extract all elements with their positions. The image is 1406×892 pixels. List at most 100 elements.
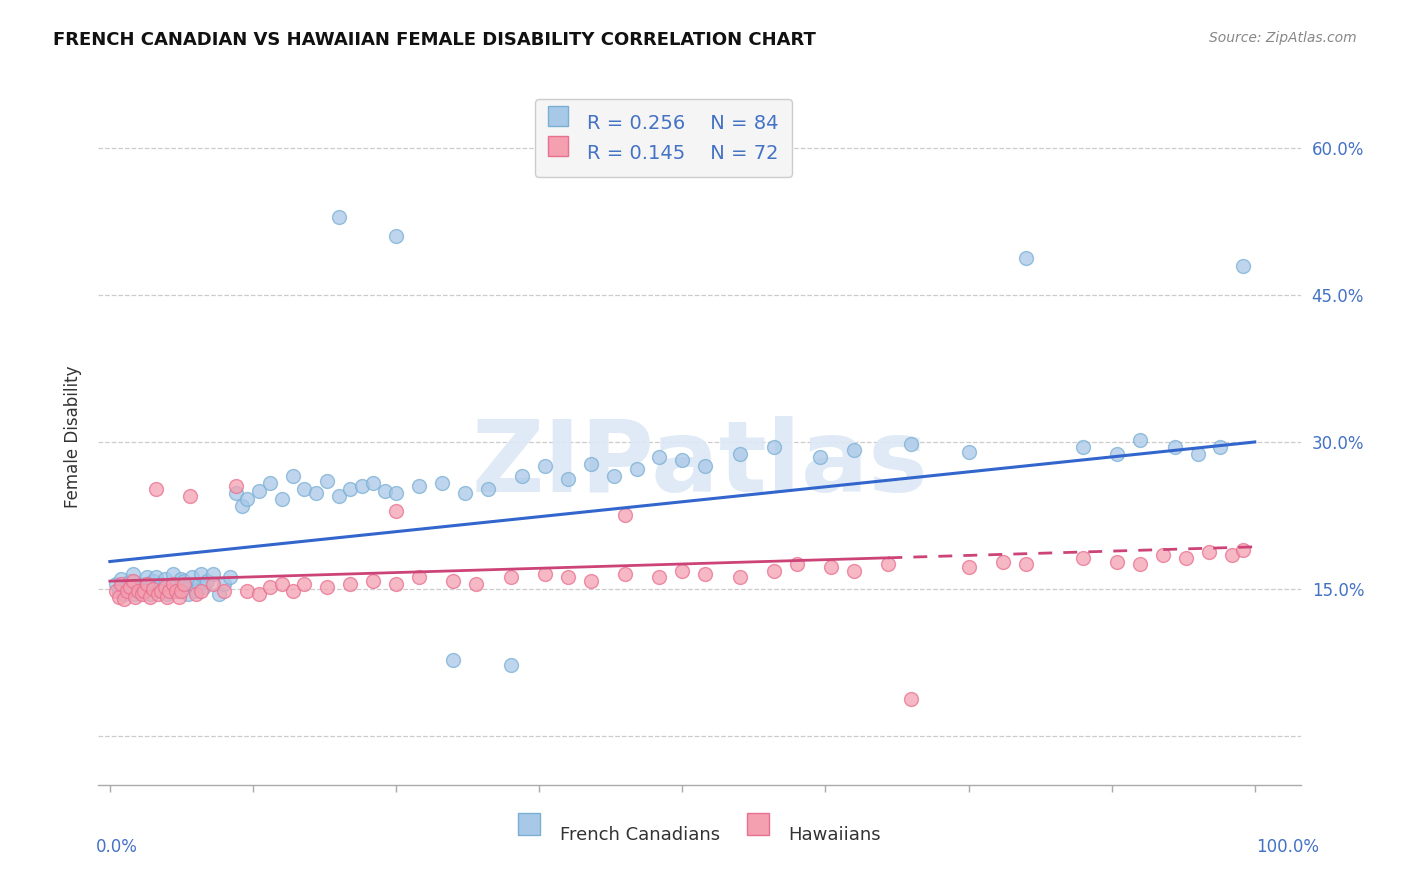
Hawaiians bbox=[695, 567, 717, 582]
Hawaiians bbox=[146, 587, 169, 601]
French Canadians bbox=[957, 444, 980, 458]
Hawaiians bbox=[786, 558, 808, 572]
Hawaiians bbox=[671, 565, 693, 579]
French Canadians bbox=[385, 229, 408, 244]
Hawaiians bbox=[162, 577, 184, 591]
Hawaiians bbox=[1071, 550, 1094, 565]
French Canadians bbox=[441, 652, 464, 666]
French Canadians bbox=[157, 580, 180, 594]
Hawaiians bbox=[135, 577, 157, 591]
French Canadians bbox=[219, 570, 242, 584]
French Canadians bbox=[1163, 440, 1185, 454]
Hawaiians bbox=[259, 580, 281, 594]
French Canadians bbox=[385, 486, 408, 500]
Hawaiians bbox=[179, 489, 201, 503]
Hawaiians bbox=[339, 577, 361, 591]
Hawaiians bbox=[153, 580, 176, 594]
Hawaiians bbox=[1015, 558, 1038, 572]
Hawaiians bbox=[877, 558, 900, 572]
French Canadians bbox=[167, 583, 190, 598]
Hawaiians bbox=[270, 577, 292, 591]
Hawaiians bbox=[121, 574, 143, 588]
Hawaiians bbox=[170, 583, 193, 598]
French Canadians bbox=[1071, 440, 1094, 454]
French Canadians bbox=[842, 442, 865, 457]
French Canadians bbox=[188, 577, 211, 591]
French Canadians bbox=[408, 479, 430, 493]
Hawaiians bbox=[184, 587, 207, 601]
French Canadians bbox=[131, 583, 153, 598]
Hawaiians bbox=[167, 590, 190, 604]
French Canadians bbox=[1209, 440, 1232, 454]
French Canadians bbox=[648, 450, 671, 464]
French Canadians bbox=[225, 486, 247, 500]
Hawaiians bbox=[294, 577, 316, 591]
Hawaiians bbox=[142, 582, 165, 596]
French Canadians bbox=[184, 583, 207, 598]
French Canadians bbox=[270, 491, 292, 506]
French Canadians bbox=[120, 574, 142, 588]
Hawaiians bbox=[1152, 548, 1174, 562]
Text: Source: ZipAtlas.com: Source: ZipAtlas.com bbox=[1209, 31, 1357, 45]
French Canadians bbox=[361, 476, 384, 491]
French Canadians bbox=[208, 587, 231, 601]
French Canadians bbox=[626, 462, 648, 476]
Hawaiians bbox=[1175, 550, 1198, 565]
Hawaiians bbox=[614, 567, 637, 582]
French Canadians bbox=[579, 457, 602, 471]
Hawaiians bbox=[150, 583, 173, 598]
French Canadians bbox=[110, 572, 132, 586]
Hawaiians bbox=[190, 583, 212, 598]
French Canadians bbox=[671, 452, 693, 467]
French Canadians bbox=[150, 577, 173, 591]
French Canadians bbox=[374, 483, 396, 498]
French Canadians bbox=[162, 567, 184, 582]
Hawaiians bbox=[104, 583, 127, 598]
French Canadians bbox=[156, 587, 179, 601]
French Canadians bbox=[170, 572, 193, 586]
French Canadians bbox=[316, 474, 339, 488]
French Canadians bbox=[1129, 433, 1152, 447]
Hawaiians bbox=[165, 583, 187, 598]
Hawaiians bbox=[579, 574, 602, 588]
Hawaiians bbox=[465, 577, 488, 591]
French Canadians bbox=[165, 577, 187, 591]
French Canadians bbox=[193, 580, 215, 594]
French Canadians bbox=[1107, 447, 1129, 461]
Text: 0.0%: 0.0% bbox=[96, 838, 138, 855]
Hawaiians bbox=[361, 574, 384, 588]
Text: 100.0%: 100.0% bbox=[1256, 838, 1319, 855]
Hawaiians bbox=[728, 570, 751, 584]
French Canadians bbox=[305, 486, 328, 500]
Hawaiians bbox=[112, 591, 135, 606]
French Canadians bbox=[1015, 251, 1038, 265]
Hawaiians bbox=[247, 587, 270, 601]
Hawaiians bbox=[957, 560, 980, 574]
French Canadians bbox=[339, 482, 361, 496]
French Canadians bbox=[179, 577, 201, 591]
French Canadians bbox=[510, 469, 533, 483]
French Canadians bbox=[259, 476, 281, 491]
Hawaiians bbox=[842, 565, 865, 579]
Hawaiians bbox=[214, 583, 236, 598]
Hawaiians bbox=[108, 590, 131, 604]
French Canadians bbox=[201, 567, 224, 582]
French Canadians bbox=[430, 476, 453, 491]
French Canadians bbox=[195, 574, 218, 588]
French Canadians bbox=[695, 459, 717, 474]
Text: FRENCH CANADIAN VS HAWAIIAN FEMALE DISABILITY CORRELATION CHART: FRENCH CANADIAN VS HAWAIIAN FEMALE DISAB… bbox=[53, 31, 817, 49]
Hawaiians bbox=[145, 482, 167, 496]
French Canadians bbox=[236, 491, 259, 506]
Hawaiians bbox=[225, 479, 247, 493]
French Canadians bbox=[108, 583, 131, 598]
Hawaiians bbox=[236, 583, 259, 598]
Hawaiians bbox=[157, 583, 180, 598]
Hawaiians bbox=[385, 503, 408, 517]
French Canadians bbox=[281, 469, 304, 483]
French Canadians bbox=[181, 570, 204, 584]
French Canadians bbox=[1187, 447, 1209, 461]
French Canadians bbox=[139, 587, 162, 601]
Hawaiians bbox=[991, 555, 1014, 569]
Hawaiians bbox=[1232, 542, 1254, 557]
French Canadians bbox=[477, 482, 499, 496]
